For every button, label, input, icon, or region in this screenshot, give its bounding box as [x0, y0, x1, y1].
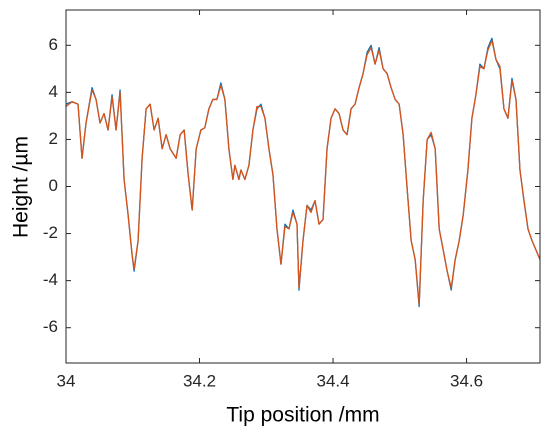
y-tick-label: 4 [49, 82, 58, 101]
y-axis-label: Height /µm [10, 136, 33, 238]
axes-box [65, 9, 541, 364]
y-tick-label: 0 [49, 176, 58, 195]
y-tick-label: -4 [43, 270, 58, 289]
x-tick-label: 34 [57, 371, 76, 390]
y-tick-label: -6 [43, 317, 58, 336]
y-tick-label: 6 [49, 35, 58, 54]
plot-area [66, 10, 540, 363]
x-tick-label: 34.6 [450, 371, 483, 390]
y-tick-label: -2 [43, 223, 58, 242]
x-tick-label: 34.2 [183, 371, 216, 390]
x-axis-label: Tip position /mm [226, 404, 379, 427]
x-tick-label: 34.4 [316, 371, 349, 390]
data-line [65, 39, 541, 305]
y-tick-label: 2 [49, 129, 58, 148]
